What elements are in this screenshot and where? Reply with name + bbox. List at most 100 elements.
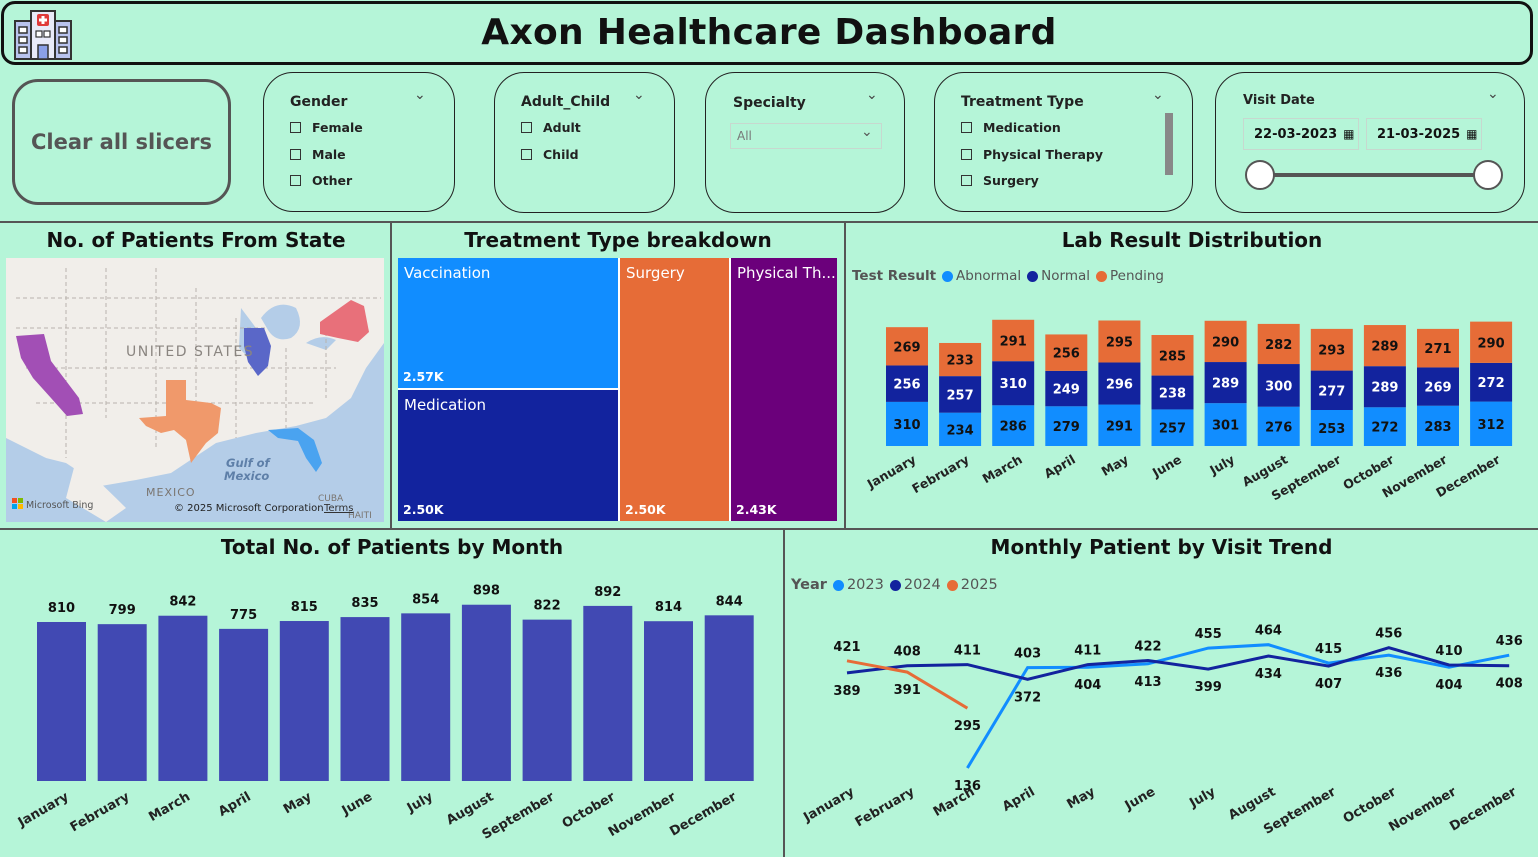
- data-label: 892: [594, 585, 621, 600]
- end-date-input[interactable]: 21-03-2025 ▦: [1366, 118, 1482, 150]
- data-label: 289: [1371, 381, 1398, 396]
- tile-label: Physical Th...: [737, 264, 836, 282]
- data-label: 286: [1000, 420, 1027, 435]
- legend-item-2024[interactable]: 2024: [889, 577, 941, 593]
- bar-segment-normal: [1470, 362, 1513, 402]
- legend-item-normal[interactable]: Normal: [1027, 268, 1090, 284]
- checkbox[interactable]: [961, 148, 972, 160]
- checkbox[interactable]: [290, 148, 301, 160]
- start-date-input[interactable]: 22-03-2023 ▦: [1243, 118, 1359, 150]
- option-label: Male: [312, 146, 346, 162]
- treemap-tile-vaccination[interactable]: Vaccination 2.57K: [398, 258, 620, 390]
- map-terms-link[interactable]: Terms: [323, 503, 353, 514]
- map-label-haiti: HAITI: [348, 511, 372, 521]
- treatment-option-medication[interactable]: Medication: [961, 117, 1061, 137]
- checkbox[interactable]: [521, 121, 532, 133]
- data-label: 422: [1134, 639, 1161, 654]
- chevron-down-icon[interactable]: ⌄: [414, 87, 426, 103]
- specialty-dropdown[interactable]: All ⌄: [730, 123, 882, 149]
- date-range-end-handle[interactable]: [1473, 160, 1503, 190]
- treemap-tile-medication[interactable]: Medication 2.50K: [398, 390, 620, 521]
- bar-segment-normal: [1363, 366, 1406, 408]
- end-date-value: 21-03-2025: [1377, 126, 1461, 142]
- checkbox[interactable]: [961, 121, 972, 133]
- checkbox[interactable]: [290, 121, 301, 133]
- option-label: Female: [312, 119, 363, 135]
- x-tick-label: January: [15, 789, 72, 831]
- data-label: 296: [1106, 378, 1133, 393]
- slicer-scrollbar[interactable]: [1165, 113, 1173, 175]
- bar-segment-pending: [1204, 320, 1247, 363]
- bar-segment-abnormal: [886, 401, 928, 446]
- date-range-start-handle[interactable]: [1245, 160, 1275, 190]
- gender-option-female[interactable]: Female: [290, 117, 363, 137]
- treemap-tile-physical-therapy[interactable]: Physical Th... 2.43K: [731, 258, 837, 521]
- x-tick-label: July: [1206, 452, 1237, 478]
- child-option[interactable]: Child: [521, 144, 579, 164]
- bar-segment-normal: [939, 376, 982, 413]
- tile-value: 2.43K: [736, 502, 777, 517]
- lab-panel-title: Lab Result Distribution: [1061, 228, 1323, 252]
- california-region: [16, 334, 83, 416]
- treatment-option-surgery[interactable]: Surgery: [961, 170, 1039, 190]
- bar: [644, 621, 693, 781]
- gender-option-male[interactable]: Male: [290, 144, 346, 164]
- data-label: 295: [954, 719, 981, 734]
- x-tick-label: March: [146, 789, 193, 825]
- legend-item-pending[interactable]: Pending: [1096, 268, 1164, 284]
- chevron-down-icon[interactable]: ⌄: [1487, 86, 1499, 102]
- series-line-2024: [846, 646, 1510, 681]
- legend-item-abnormal[interactable]: Abnormal: [942, 268, 1021, 284]
- calendar-icon[interactable]: ▦: [1466, 127, 1478, 141]
- divider: [390, 222, 392, 529]
- clear-all-slicers-button[interactable]: Clear all slicers: [12, 79, 231, 205]
- data-label: 403: [1014, 647, 1041, 662]
- bar-segment-pending: [1257, 323, 1300, 365]
- bar-segment-pending: [1363, 325, 1406, 367]
- checkbox[interactable]: [961, 174, 972, 186]
- treatment-option-physical-therapy[interactable]: Physical Therapy: [961, 144, 1103, 164]
- legend-item-2023[interactable]: 2023: [832, 577, 884, 593]
- adult-child-slicer-title: Adult_Child: [521, 94, 611, 110]
- treemap-tile-surgery[interactable]: Surgery 2.50K: [620, 258, 731, 521]
- x-tick-label: March: [980, 452, 1025, 487]
- data-label: 421: [833, 640, 860, 655]
- bar-segment-pending: [992, 319, 1035, 362]
- data-label: 295: [1106, 335, 1133, 350]
- adult-option[interactable]: Adult: [521, 117, 581, 137]
- tile-label: Vaccination: [404, 264, 491, 282]
- bar-segment-pending: [1310, 328, 1353, 371]
- bar-segment-abnormal: [1470, 401, 1513, 446]
- data-label: 844: [716, 594, 743, 609]
- data-label: 290: [1478, 336, 1505, 351]
- chevron-down-icon[interactable]: ⌄: [633, 87, 645, 103]
- bar-segment-abnormal: [1363, 407, 1406, 446]
- data-label: 257: [1159, 422, 1186, 437]
- bar-segment-pending: [1151, 335, 1194, 376]
- data-label: 842: [169, 595, 196, 610]
- checkbox[interactable]: [521, 148, 532, 160]
- bar-segment-normal: [1098, 362, 1141, 405]
- data-label: 389: [833, 684, 860, 699]
- gender-option-other[interactable]: Other: [290, 170, 352, 190]
- calendar-icon[interactable]: ▦: [1343, 127, 1355, 141]
- tile-value: 2.57K: [403, 369, 444, 384]
- option-label: Physical Therapy: [983, 146, 1104, 162]
- bar-segment-pending: [939, 342, 982, 377]
- bar-segment-pending: [1417, 328, 1459, 368]
- divider: [783, 529, 785, 857]
- option-label: Adult: [543, 119, 581, 135]
- data-label: 291: [1000, 334, 1027, 349]
- trend-legend-title: Year: [791, 577, 827, 593]
- bar-segment-abnormal: [1417, 405, 1459, 446]
- data-label: 775: [230, 608, 257, 623]
- gender-slicer: Gender ⌄ Female Male Other: [263, 72, 455, 212]
- bar-segment-abnormal: [1204, 403, 1247, 446]
- chevron-down-icon[interactable]: ⌄: [866, 87, 878, 103]
- x-tick-label: February: [68, 789, 133, 835]
- treatment-type-slicer-title: Treatment Type: [961, 94, 1084, 110]
- legend-item-2025[interactable]: 2025: [946, 577, 998, 593]
- chevron-down-icon[interactable]: ⌄: [1152, 87, 1164, 103]
- us-state-map[interactable]: UNITED STATES Gulf of Mexico MEXICO CUBA…: [6, 258, 384, 522]
- checkbox[interactable]: [290, 174, 301, 186]
